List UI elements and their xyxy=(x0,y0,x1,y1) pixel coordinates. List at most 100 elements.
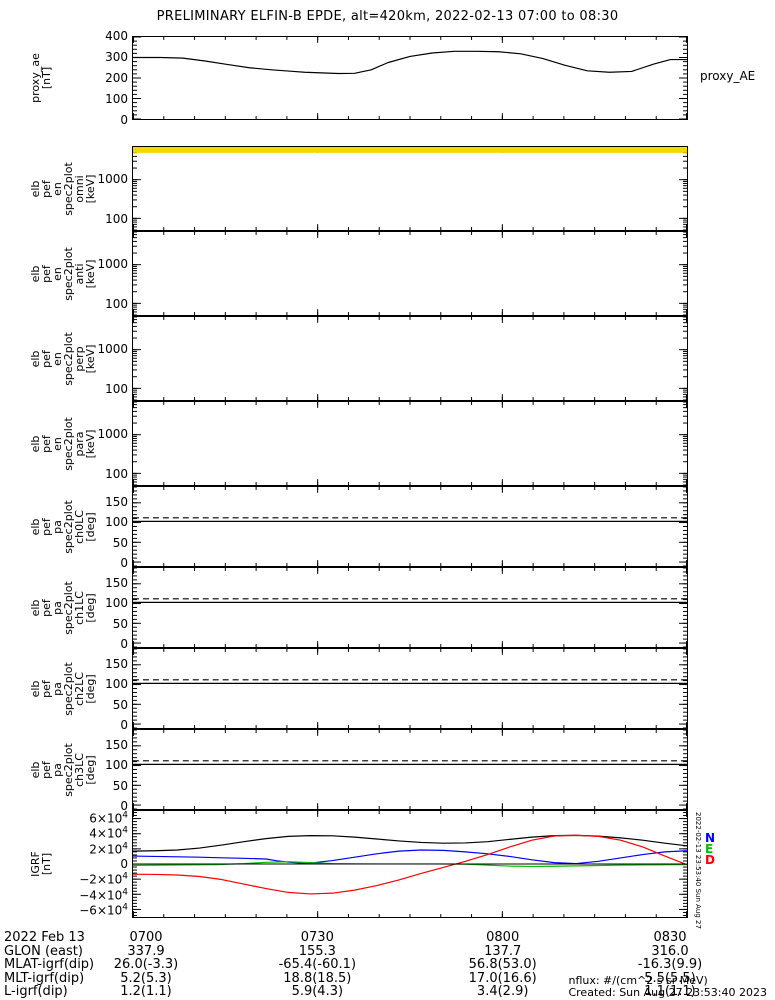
plot-panel-proxy_ae xyxy=(132,36,688,120)
plot-panel-en_omni xyxy=(132,146,688,231)
y-tick-label: 200 xyxy=(105,71,128,85)
y-tick-label: 1000 xyxy=(97,257,128,272)
footer-notes: nflux: #/(cm^2 s sr MeV) Created: Sun Au… xyxy=(568,975,767,999)
y-tick-label: 100 xyxy=(105,515,128,530)
y-axis-title-line: [keV] xyxy=(84,174,97,203)
y-axis-title-line: [keV] xyxy=(84,344,97,373)
series-D xyxy=(133,834,687,895)
y-tick-label: 100 xyxy=(105,677,128,692)
footer-nflux: nflux: #/(cm^2 s sr MeV) xyxy=(568,974,708,987)
info-row-value: 26.0(-3.3) xyxy=(113,957,179,972)
y-tick-labels-en_para: 100 1000 xyxy=(0,401,128,486)
y-tick-label: 150 xyxy=(105,576,128,591)
info-row-key: GLON (east) xyxy=(4,943,83,959)
y-tick-label: −6×104 xyxy=(79,902,128,918)
info-row-key: MLT-igrf(dip) xyxy=(4,970,85,986)
info-row-key: L-igrf(dip) xyxy=(4,984,68,999)
y-tick-label: 1000 xyxy=(97,427,128,442)
plot-panel-igrf xyxy=(132,810,688,918)
y-axis-title-line: [keV] xyxy=(84,259,97,288)
y-tick-labels-en_anti: 100 1000 xyxy=(0,231,128,316)
plot-panel-pa_ch3lc xyxy=(132,729,688,810)
y-tick-label: 1000 xyxy=(97,172,128,187)
y-tick-label: 0 xyxy=(120,717,128,732)
y-tick-label: 100 xyxy=(105,212,128,227)
y-axis-title-line: [keV] xyxy=(84,429,97,458)
y-axis-title-line: [deg] xyxy=(84,511,97,542)
plot-panel-en_perp xyxy=(132,316,688,401)
series-N xyxy=(133,849,687,865)
info-row-value: 1.2(1.1) xyxy=(120,984,172,999)
y-tick-label: 50 xyxy=(112,535,128,550)
y-axis-title-line: [deg] xyxy=(84,592,97,623)
info-row: GLON (east) 337.9 155.3 137.7 316.0 xyxy=(4,943,775,959)
info-row-value: 137.7 xyxy=(484,943,522,959)
info-row-key: MLAT-igrf(dip) xyxy=(4,957,95,972)
y-axis-title-line: [nT] xyxy=(40,66,53,90)
plot-panel-en_anti xyxy=(132,231,688,316)
y-tick-label: 4×104 xyxy=(89,825,128,841)
info-row-value: 1.1(1.1) xyxy=(644,984,696,999)
igrf-legend-D: D xyxy=(705,853,715,867)
info-row: L-igrf(dip) 1.2(1.1) 5.9(4.3) 3.4(2.9) 1.1(1… xyxy=(4,985,775,999)
y-tick-label: 100 xyxy=(105,596,128,611)
proxy-ae-series-label: proxy_AE xyxy=(700,69,756,83)
y-tick-label: 400 xyxy=(105,29,128,43)
info-row-value: 56.8(53.0) xyxy=(468,957,537,972)
info-row-value: 18.8(18.5) xyxy=(283,970,352,986)
plot-panel-en_para xyxy=(132,401,688,486)
y-tick-label: 150 xyxy=(105,657,128,672)
info-row-value: 5.5(5.5) xyxy=(644,970,696,986)
igrf-legend-N: N xyxy=(705,831,716,845)
y-tick-labels-en_perp: 100 1000 xyxy=(0,316,128,401)
y-tick-labels-pa_ch0lc: 0 50 100 150 xyxy=(0,486,128,570)
info-row: MLAT-igrf(dip) 26.0(-3.3) -65.4(-60.1) 56.8… xyxy=(4,958,775,972)
info-row-value: -16.3(9.9) xyxy=(637,957,703,972)
y-tick-label: 0 xyxy=(120,555,128,570)
info-row-value: 0700 xyxy=(129,930,163,945)
info-row: 2022 Feb 13 0700 0730 0800 0830 xyxy=(4,931,775,945)
y-axis-title-line: [deg] xyxy=(84,754,97,785)
info-row-value: 0800 xyxy=(486,930,520,945)
y-tick-label: 0 xyxy=(120,113,128,127)
info-row-value: 17.0(16.6) xyxy=(468,970,537,986)
spectrogram-top-band xyxy=(133,147,687,153)
info-row-value: 155.3 xyxy=(298,943,336,959)
y-tick-label: 50 xyxy=(112,616,128,631)
y-tick-label: 100 xyxy=(105,92,128,106)
y-axis-title-line: [deg] xyxy=(84,673,97,704)
info-row-value: 5.2(5.3) xyxy=(120,970,172,986)
y-tick-label: −4×104 xyxy=(79,887,128,903)
y-tick-label: 150 xyxy=(105,495,128,510)
y-tick-labels-pa_ch3lc: 0 50 100 150 xyxy=(0,729,128,812)
info-row-value: 5.9(4.3) xyxy=(291,984,344,999)
y-tick-labels-pa_ch1lc: 0 50 100 150 xyxy=(0,567,128,651)
plot-panel-pa_ch2lc xyxy=(132,648,688,729)
y-tick-labels-en_omni: 100 1000 xyxy=(0,146,128,231)
y-tick-label: 150 xyxy=(105,738,128,753)
y-tick-label: 0 xyxy=(120,636,128,651)
y-tick-labels-proxy_ae: 0 100 200 300 400 xyxy=(0,30,128,126)
plot-panel-pa_ch0lc xyxy=(132,486,688,567)
y-tick-label: −2×104 xyxy=(79,871,128,887)
y-tick-label: 50 xyxy=(112,778,128,793)
info-row: MLT-igrf(dip) 5.2(5.3) 18.8(18.5) 17.0(16.6… xyxy=(4,970,775,986)
ephemeris-info-table: 2022 Feb 13 0700 0730 0800 0830 GLON (east) 33… xyxy=(4,931,775,999)
info-row-key: 2022 Feb 13 xyxy=(4,930,85,945)
y-tick-labels-igrf: 6×104 4×104 2×104 0 −2×104 −4×104 −6×104 xyxy=(0,810,128,918)
page-title: PRELIMINARY ELFIN-B EPDE, alt=420km, 202… xyxy=(156,9,619,24)
y-tick-label: 100 xyxy=(105,758,128,773)
info-row-value: -65.4(-60.1) xyxy=(278,957,357,972)
info-row-value: 3.4(2.9) xyxy=(476,984,529,999)
y-tick-labels-pa_ch2lc: 0 50 100 150 xyxy=(0,648,128,732)
plot-panel-pa_ch1lc xyxy=(132,567,688,648)
y-tick-label: 1000 xyxy=(97,342,128,357)
y-tick-label: 2×104 xyxy=(89,841,128,857)
info-row-value: 0830 xyxy=(653,930,687,945)
y-tick-label: 300 xyxy=(105,50,128,64)
info-row-value: 316.0 xyxy=(651,943,689,959)
y-tick-label: 100 xyxy=(105,382,128,397)
igrf-vertical-note: 2022-02-13 23:53:40 Sun Aug 27 xyxy=(694,812,702,929)
y-tick-label: 100 xyxy=(105,467,128,482)
